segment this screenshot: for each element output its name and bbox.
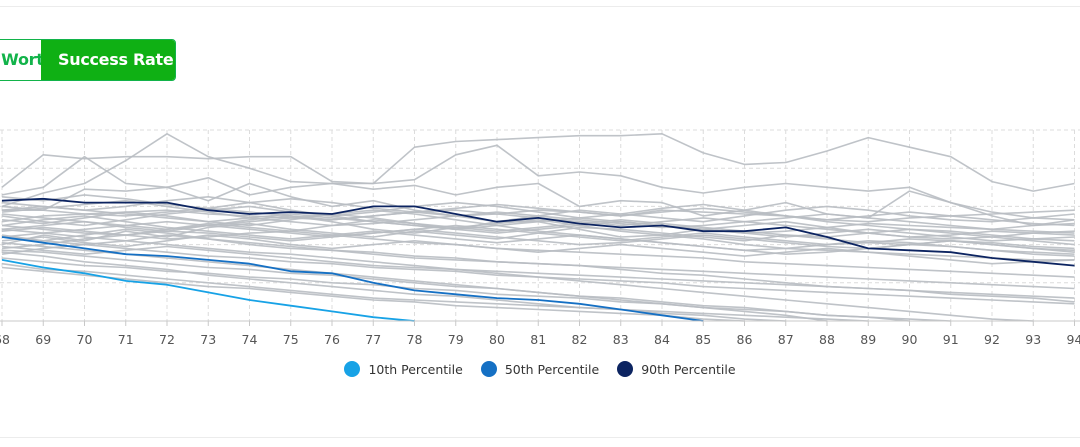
x-tick-label: 84 (654, 332, 670, 347)
x-tick-label: 83 (613, 332, 629, 347)
x-tick-label: 87 (778, 332, 794, 347)
x-tick-label: 86 (737, 332, 753, 347)
legend-dot-50th (480, 361, 497, 377)
simulation-line (1, 251, 786, 322)
x-tick-label: 80 (489, 332, 505, 347)
x-tick-label: 91 (943, 332, 959, 347)
simulation-line (1, 133, 1075, 208)
x-tick-label: 69 (35, 332, 51, 347)
x-tick-label: 75 (283, 332, 299, 347)
simulation-line (1, 205, 1075, 242)
legend-item-90th[interactable]: 90th Percentile (617, 359, 736, 379)
legend-dot-90th (617, 361, 634, 377)
percentile-lines (1, 197, 1075, 322)
simulation-line (1, 228, 1075, 290)
simulation-line (1, 155, 1075, 219)
percentile-50th-line (1, 236, 704, 322)
chart-legend: 10th Percentile 50th Percentile 90th Per… (0, 359, 1080, 379)
simulation-line (1, 196, 1075, 246)
x-tick-label: 71 (118, 332, 134, 347)
x-tick-label: 90 (902, 332, 918, 347)
simulation-lines (1, 133, 1075, 322)
success-rate-tab[interactable]: Success Rate (41, 40, 175, 80)
x-tick-label: 82 (572, 332, 588, 347)
x-tick-label: 81 (530, 332, 546, 347)
bottom-divider (0, 437, 1080, 438)
x-tick-label: 72 (159, 332, 175, 347)
legend-label-10th: 10th Percentile (368, 361, 463, 377)
legend-dot-10th (344, 361, 361, 377)
percentile-90th-line (1, 197, 1075, 267)
x-tick-label: 70 (77, 332, 93, 347)
x-tick-label: 88 (819, 332, 835, 347)
simulation-line (1, 245, 1075, 299)
simulation-line (1, 266, 745, 322)
legend-item-10th[interactable]: 10th Percentile (344, 359, 463, 379)
x-tick-label: 85 (695, 332, 711, 347)
legend-label-50th: 50th Percentile (504, 361, 600, 377)
x-tick-label: 79 (448, 332, 464, 347)
simulation-line (1, 232, 1034, 322)
x-tick-label: 92 (984, 332, 1000, 347)
x-tick-label: 93 (1025, 332, 1041, 347)
simulation-line (1, 144, 1075, 227)
legend-label-90th: 90th Percentile (641, 361, 736, 377)
x-tick-label: 94 (1067, 332, 1080, 347)
simulation-line (1, 234, 1075, 305)
x-tick-label: 89 (860, 332, 876, 347)
simulation-line (1, 211, 1075, 242)
simulation-line (1, 234, 1075, 265)
simulation-line (1, 209, 1075, 257)
percentile-10th-line (1, 259, 415, 322)
simulation-line (1, 249, 910, 322)
x-tick-label: 76 (324, 332, 340, 347)
x-tick-label: 68 (0, 332, 10, 347)
top-divider (0, 6, 1080, 7)
legend-item-50th[interactable]: 50th Percentile (480, 359, 600, 379)
x-tick-label: 77 (365, 332, 381, 347)
x-tick-label: 78 (407, 332, 423, 347)
x-axis: 68 69 70 71 72 73 74 75 76 77 78 79 80 81 82 83 84 85 86 87… (0, 320, 1080, 347)
simulation-line (1, 199, 1075, 234)
x-tick-label: 73 (200, 332, 216, 347)
view-toggle: et Worth Success Rate (0, 39, 176, 81)
simulation-line (1, 220, 1075, 252)
x-tick-label: 74 (242, 332, 258, 347)
simulation-line (1, 262, 869, 322)
